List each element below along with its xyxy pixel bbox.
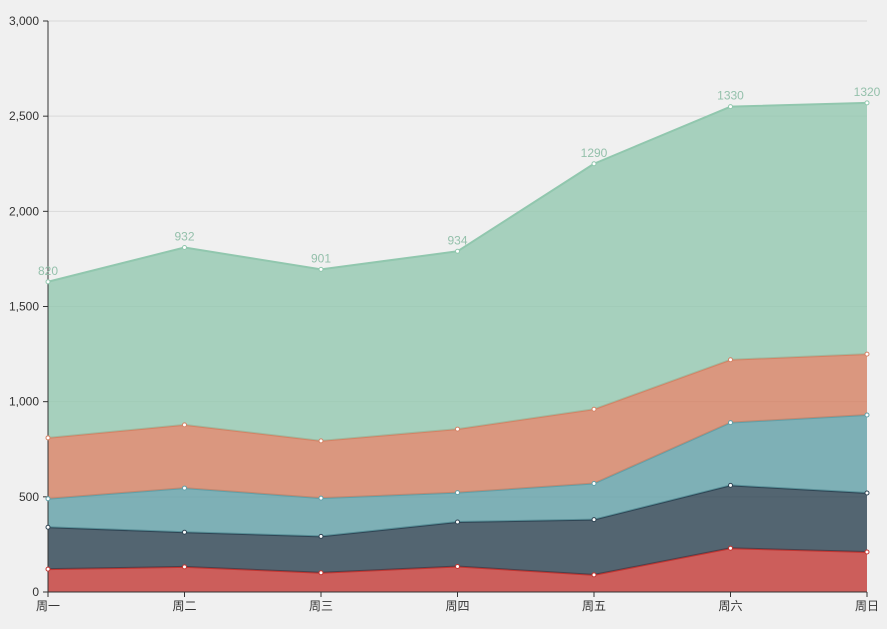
data-point-series-3-teal[interactable] — [318, 495, 324, 501]
data-point-series-2-darkslate[interactable] — [864, 490, 870, 496]
data-point-series-4-salmon[interactable] — [318, 438, 324, 444]
x-axis-tick-label: 周日 — [855, 599, 879, 613]
data-point-series-4-salmon[interactable] — [455, 426, 460, 432]
data-point-series-5-green[interactable] — [182, 244, 187, 250]
data-point-series-3-teal[interactable] — [591, 481, 597, 487]
area-series-4-salmon[interactable] — [48, 354, 867, 499]
data-point-series-3-teal[interactable] — [455, 490, 460, 496]
data-point-series-4-salmon[interactable] — [864, 351, 870, 357]
data-point-series-2-darkslate[interactable] — [728, 482, 733, 488]
data-point-series-5-green[interactable] — [318, 266, 324, 272]
data-point-series-2-darkslate[interactable] — [455, 519, 460, 525]
data-point-series-4-salmon[interactable] — [182, 422, 187, 428]
y-axis-tick-label: 2,000 — [9, 204, 39, 218]
data-point-series-1-red[interactable] — [728, 545, 733, 551]
data-point-series-3-teal[interactable] — [45, 496, 51, 502]
x-axis-tick-label: 周五 — [582, 599, 606, 613]
x-axis-tick-label: 周三 — [309, 599, 333, 613]
y-axis-tick-label: 1,000 — [9, 395, 39, 409]
value-label: 820 — [38, 264, 58, 278]
data-point-series-1-red[interactable] — [318, 570, 324, 576]
data-point-series-4-salmon[interactable] — [45, 435, 51, 441]
x-axis-tick-label: 周一 — [36, 599, 60, 613]
data-point-series-1-red[interactable] — [591, 572, 597, 578]
data-point-series-5-green[interactable] — [45, 279, 51, 285]
data-point-series-1-red[interactable] — [455, 563, 460, 569]
data-point-series-3-teal[interactable] — [182, 485, 187, 491]
value-label: 1320 — [854, 85, 881, 99]
y-axis-tick-label: 500 — [19, 490, 39, 504]
data-point-series-5-green[interactable] — [728, 104, 733, 110]
data-point-series-3-teal[interactable] — [728, 420, 733, 426]
y-axis-tick-label: 2,500 — [9, 109, 39, 123]
area-series-5-green[interactable] — [48, 102, 867, 441]
data-point-series-5-green[interactable] — [591, 161, 597, 167]
value-label: 1290 — [581, 146, 608, 160]
x-axis-tick-label: 周六 — [718, 599, 742, 613]
x-axis-tick-label: 周二 — [172, 599, 196, 613]
data-point-series-2-darkslate[interactable] — [45, 524, 51, 530]
data-point-series-3-teal[interactable] — [864, 412, 870, 418]
y-axis-tick-label: 3,000 — [9, 14, 39, 28]
data-point-series-2-darkslate[interactable] — [318, 533, 324, 539]
area-series-2-darkslate[interactable] — [48, 485, 867, 575]
area-series-1-red[interactable] — [48, 548, 867, 592]
data-point-series-4-salmon[interactable] — [728, 357, 733, 363]
y-axis-tick-label: 0 — [32, 585, 39, 599]
data-point-series-5-green[interactable] — [455, 248, 460, 254]
data-point-series-1-red[interactable] — [864, 549, 870, 555]
data-point-series-1-red[interactable] — [182, 564, 187, 570]
data-point-series-5-green[interactable] — [864, 100, 870, 106]
x-axis-tick-label: 周四 — [445, 599, 469, 613]
value-label: 1330 — [717, 89, 744, 103]
value-label: 901 — [311, 251, 331, 265]
data-point-series-2-darkslate[interactable] — [182, 529, 187, 535]
value-label: 934 — [447, 233, 467, 247]
data-point-series-1-red[interactable] — [45, 566, 51, 572]
data-point-series-2-darkslate[interactable] — [591, 517, 597, 523]
y-axis-tick-label: 1,500 — [9, 300, 39, 314]
data-point-series-4-salmon[interactable] — [591, 406, 597, 412]
value-label: 932 — [174, 229, 194, 243]
area-series-3-teal[interactable] — [48, 414, 867, 537]
